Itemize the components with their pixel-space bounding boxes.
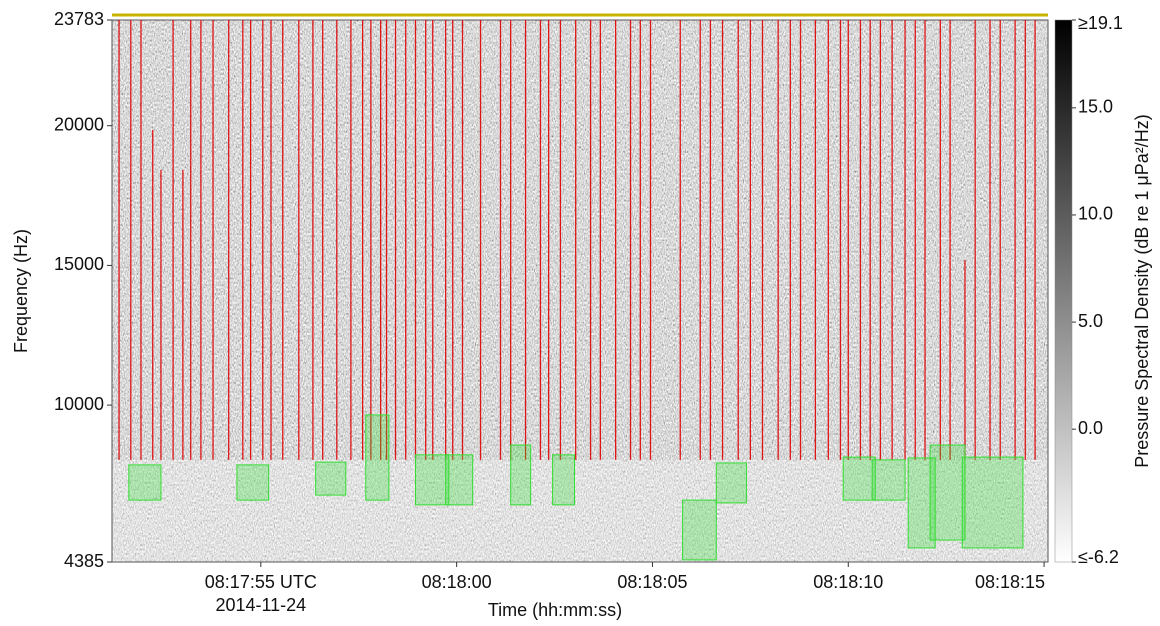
detection-box [871, 459, 906, 501]
colorbar [1054, 19, 1073, 563]
detection-box [842, 456, 876, 501]
x-tick-label: 08:17:55 UTC [205, 572, 317, 592]
x-tick-label: 08:18:05 [617, 572, 687, 592]
x-axis-label: Time (hh:mm:ss) [488, 600, 622, 620]
y-tick-label: 20000 [54, 114, 104, 134]
detection-box [715, 462, 747, 504]
detection-box [510, 444, 532, 506]
detection-box [929, 444, 966, 541]
y-tick-label: 4385 [64, 551, 104, 571]
detection-box [315, 461, 347, 496]
y-axis-label: Frequency (Hz) [11, 229, 31, 353]
y-tick-label: 10000 [54, 394, 104, 414]
colorbar-tick-label: 5.0 [1078, 311, 1103, 331]
detection-box [682, 499, 717, 561]
y-tick-label: 15000 [54, 254, 104, 274]
colorbar-tick-label: 10.0 [1078, 204, 1113, 224]
x-date-label: 2014-11-24 [215, 595, 306, 615]
detection-box [445, 454, 474, 506]
x-tick-label: 08:18:10 [813, 572, 883, 592]
detection-box [961, 456, 1024, 549]
x-tick-label: 08:18:15 [975, 572, 1045, 592]
detection-box [128, 464, 162, 501]
colorbar-tick-label: ≥19.1 [1078, 13, 1123, 33]
detection-box [552, 454, 576, 506]
colorbar-tick-label: ≤-6.2 [1078, 547, 1119, 567]
spectrogram-low-band [112, 460, 1048, 562]
detection-box [236, 464, 270, 501]
detection-box [907, 457, 936, 549]
plot-frame [111, 19, 1049, 563]
detection-box [415, 454, 450, 506]
colorbar-tick-label: 0.0 [1078, 418, 1103, 438]
x-tick-label: 08:18:00 [422, 572, 492, 592]
colorbar-tick-label: 15.0 [1078, 97, 1113, 117]
detection-box [365, 414, 390, 501]
colorbar-label: Pressure Spectral Density (dB re 1 μPa²/… [1132, 114, 1152, 468]
y-tick-label: 23783 [54, 9, 104, 29]
